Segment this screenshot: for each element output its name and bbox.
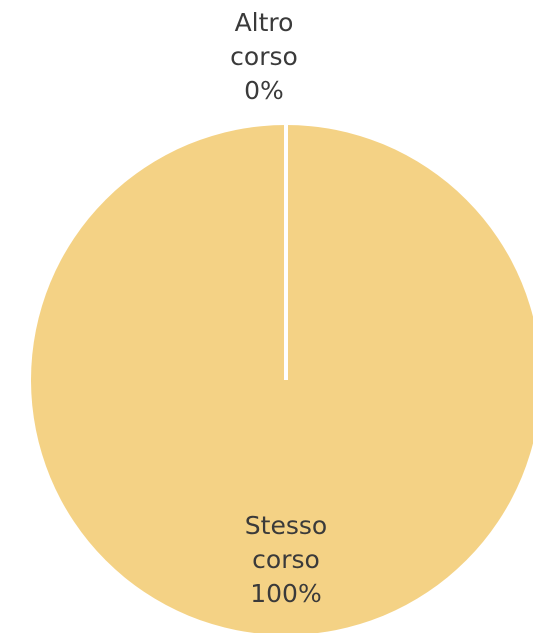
pie-label-1: Stesso corso 100% (245, 511, 327, 608)
pie-slices (31, 124, 533, 633)
pie-label-0-line-1: corso (230, 42, 298, 71)
pie-label-1-line-0: Stesso (245, 511, 327, 540)
pie-label-0-line-0: Altro (235, 8, 294, 37)
pie-label-1-line-2: 100% (250, 579, 321, 608)
pie-slice-1 (31, 125, 533, 633)
pie-labels: Altro corso 0% Stesso corso 100% (230, 8, 327, 608)
pie-label-0: Altro corso 0% (230, 8, 298, 105)
pie-label-0-line-2: 0% (244, 76, 284, 105)
pie-label-1-line-1: corso (252, 545, 320, 574)
